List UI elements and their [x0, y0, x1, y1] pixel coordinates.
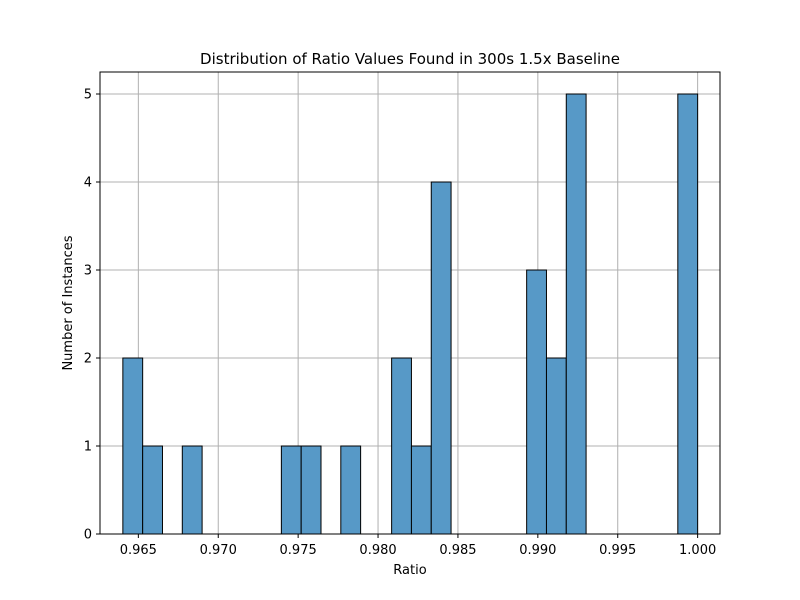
histogram-bar [142, 445, 163, 535]
y-axis-label: Number of Instances [61, 235, 76, 370]
histogram-bar [545, 357, 567, 535]
y-tick-label: 5 [84, 88, 92, 103]
x-tick-label: 0.995 [599, 543, 636, 558]
histogram-bar [677, 93, 699, 535]
x-tick-label: 0.975 [280, 543, 317, 558]
y-tick-label: 2 [84, 352, 92, 367]
x-tick-label: 1.000 [679, 543, 716, 558]
plot-frame [99, 71, 721, 535]
histogram-bar [122, 357, 144, 535]
ticks: 0.965 0.970 0.975 0.980 0.985 0.990 0.995 1.000… [84, 88, 717, 559]
histogram-bar [565, 93, 587, 535]
histogram-bar [391, 357, 412, 535]
histogram-bar [430, 181, 452, 535]
histogram-bar [410, 445, 432, 535]
y-tick-label: 4 [84, 176, 92, 191]
x-tick-label: 0.965 [120, 543, 157, 558]
chart-title: Distribution of Ratio Values Found in 30… [200, 50, 620, 68]
x-tick-label: 0.970 [200, 543, 237, 558]
histogram-bar [181, 445, 203, 535]
y-tick-label: 3 [84, 264, 92, 279]
histogram-bar [300, 445, 322, 535]
x-axis-label: Ratio [393, 563, 426, 578]
x-tick-label: 0.990 [519, 543, 556, 558]
x-tick-label: 0.980 [359, 543, 396, 558]
histogram-bar [526, 269, 547, 535]
histogram-bar [280, 445, 302, 535]
y-tick-label: 1 [84, 440, 92, 455]
y-tick-label: 0 [84, 528, 92, 543]
histogram-bar [340, 445, 362, 535]
x-tick-label: 0.985 [439, 543, 476, 558]
